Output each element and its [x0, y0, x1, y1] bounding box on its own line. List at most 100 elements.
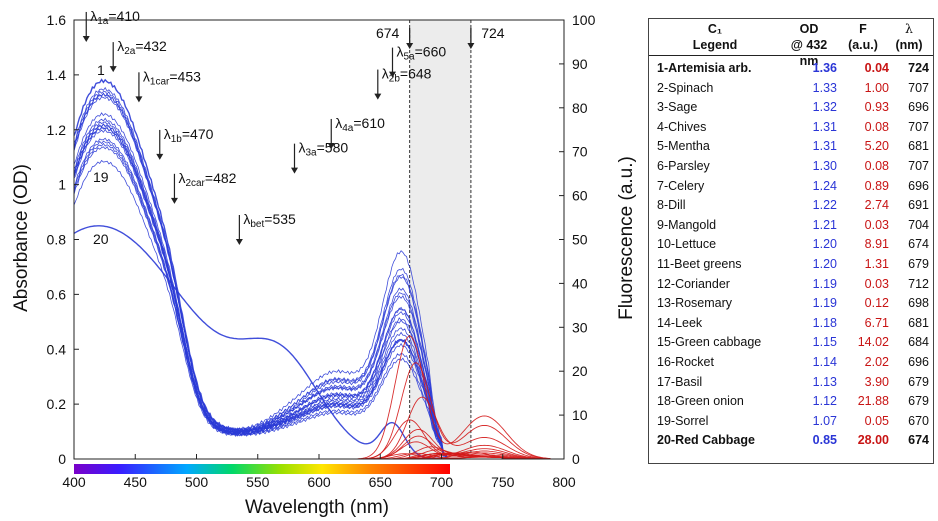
- absorbance-series-line: [73, 225, 447, 460]
- legend-header-c1: C₁: [707, 22, 723, 36]
- legend-row-lambda: 707: [908, 119, 929, 134]
- legend-row-name: 9-Mangold: [657, 217, 717, 232]
- y-left-tick-label: 0.2: [47, 396, 67, 412]
- legend-row: 16-Rocket 1.14 2.02 696: [649, 353, 933, 373]
- y-right-tick-label: 50: [572, 232, 588, 248]
- absorbance-series-line: [73, 137, 448, 458]
- legend-row: 5-Mentha 1.31 5.20 681: [649, 137, 933, 157]
- y-right-tick-label: 100: [572, 12, 596, 28]
- absorbance-series-line: [73, 146, 448, 457]
- band-edge-label: 724: [481, 25, 505, 41]
- legend-row: 20-Red Cabbage 0.85 28.00 674: [649, 431, 933, 451]
- x-tick-label: 700: [430, 474, 454, 490]
- y-left-tick-label: 0.4: [47, 341, 67, 357]
- legend-row-name: 20-Red Cabbage: [657, 433, 755, 448]
- legend-row-od: 1.31: [812, 139, 837, 154]
- legend-row-name: 8-Dill: [657, 198, 686, 213]
- legend-row-f: 21.88: [857, 394, 889, 409]
- legend-row-od: 1.20: [812, 256, 837, 271]
- legend-row-name: 15-Green cabbage: [657, 335, 762, 350]
- y-left-tick-label: 0: [58, 451, 66, 467]
- peak-arrowhead: [235, 238, 243, 245]
- peak-label: λ1car=453: [143, 68, 201, 87]
- legend-row-lambda: 698: [908, 296, 929, 311]
- peak-label: λ4a=610: [335, 115, 385, 134]
- legend-row-lambda: 674: [908, 237, 929, 252]
- legend-row-f: 1.00: [864, 80, 889, 95]
- legend-row: 2-Spinach 1.33 1.00 707: [649, 79, 933, 99]
- peak-label: λ2b=648: [382, 66, 432, 85]
- absorbance-series-line: [73, 140, 448, 458]
- curve-number-label: 19: [93, 169, 109, 185]
- legend-row-od: 1.36: [812, 61, 837, 75]
- y-right-tick-label: 10: [572, 407, 588, 423]
- legend-row-lambda: 707: [908, 158, 929, 173]
- x-tick-label: 650: [369, 474, 393, 490]
- legend-row-name: 17-Basil: [657, 374, 703, 389]
- legend-row: 11-Beet greens 1.20 1.31 679: [649, 255, 933, 275]
- legend-row: 15-Green cabbage 1.15 14.02 684: [649, 333, 933, 353]
- legend-header-f: F: [859, 22, 867, 36]
- peak-arrowhead: [109, 66, 117, 73]
- legend-row-lambda: 696: [908, 178, 929, 193]
- legend-row-od: 0.85: [812, 433, 837, 448]
- legend-row-f: 8.91: [864, 237, 889, 252]
- legend-row-od: 1.07: [812, 413, 837, 428]
- legend-row-name: 4-Chives: [657, 119, 707, 134]
- y-right-tick-label: 90: [572, 56, 588, 72]
- legend-row-od: 1.18: [812, 315, 837, 330]
- legend-row: 6-Parsley 1.30 0.08 707: [649, 157, 933, 177]
- legend-row-lambda: 679: [908, 256, 929, 271]
- legend-row-name: 12-Coriander: [657, 276, 730, 291]
- legend-row-lambda: 681: [908, 139, 929, 154]
- peak-label: λ2car=482: [178, 170, 236, 189]
- legend-header-f-unit: (a.u.): [848, 38, 878, 52]
- absorbance-series-line: [73, 159, 448, 457]
- legend-row-f: 0.12: [864, 296, 889, 311]
- legend-row-f: 0.93: [864, 100, 889, 115]
- legend-row-lambda: 707: [908, 80, 929, 95]
- legend-row: 3-Sage 1.32 0.93 696: [649, 98, 933, 118]
- y-axis-left-title: Absorbance (OD): [11, 164, 32, 312]
- visible-spectrum-bar: [74, 464, 450, 474]
- peak-arrowhead: [156, 153, 164, 160]
- legend-row: 9-Mangold 1.21 0.03 704: [649, 216, 933, 236]
- peak-arrowhead: [374, 93, 382, 100]
- legend-row: 12-Coriander 1.19 0.03 712: [649, 275, 933, 295]
- legend-row-f: 6.71: [864, 315, 889, 330]
- legend-row: 19-Sorrel 1.07 0.05 670: [649, 412, 933, 432]
- emission-band-shade: [409, 20, 471, 459]
- x-axis-title: Wavelength (nm): [245, 497, 389, 518]
- legend-row-f: 14.02: [857, 335, 889, 350]
- legend-row-f: 28.00: [857, 433, 889, 448]
- legend-row-name: 16-Rocket: [657, 354, 714, 369]
- legend-row: 7-Celery 1.24 0.89 696: [649, 177, 933, 197]
- legend-row: 14-Leek 1.18 6.71 681: [649, 314, 933, 334]
- legend-row: 4-Chives 1.31 0.08 707: [649, 118, 933, 138]
- legend-table: C₁ Legend OD @ 432 nm F (a.u.) λ (nm) 1-…: [648, 18, 934, 464]
- legend-row-od: 1.14: [812, 354, 837, 369]
- band-edge-arrowhead: [467, 43, 475, 49]
- legend-row-od: 1.32: [812, 100, 837, 115]
- peak-arrowhead: [170, 197, 178, 204]
- legend-row-f: 0.08: [864, 119, 889, 134]
- legend-row: 8-Dill 1.22 2.74 691: [649, 196, 933, 216]
- legend-row-od: 1.20: [812, 237, 837, 252]
- legend-row-lambda: 712: [908, 276, 929, 291]
- peak-label: λ2a=432: [117, 38, 167, 57]
- fluorescence-series-line: [355, 335, 551, 460]
- legend-header-od: OD: [799, 22, 819, 36]
- legend-header: C₁ Legend OD @ 432 nm F (a.u.) λ (nm): [649, 19, 933, 68]
- curve-number-label: 1: [97, 62, 105, 78]
- y-right-tick-label: 60: [572, 188, 588, 204]
- legend-row-lambda: 674: [908, 433, 929, 448]
- y-left-tick-label: 1.4: [47, 67, 67, 83]
- x-tick-label: 750: [491, 474, 515, 490]
- y-right-tick-label: 80: [572, 100, 588, 116]
- peak-arrowhead: [291, 167, 298, 174]
- legend-header-lambda: λ: [905, 21, 913, 36]
- x-tick-label: 400: [62, 474, 86, 490]
- legend-row-od: 1.33: [812, 80, 837, 95]
- curve-number-label: 20: [93, 231, 109, 247]
- legend-row-f: 2.02: [864, 354, 889, 369]
